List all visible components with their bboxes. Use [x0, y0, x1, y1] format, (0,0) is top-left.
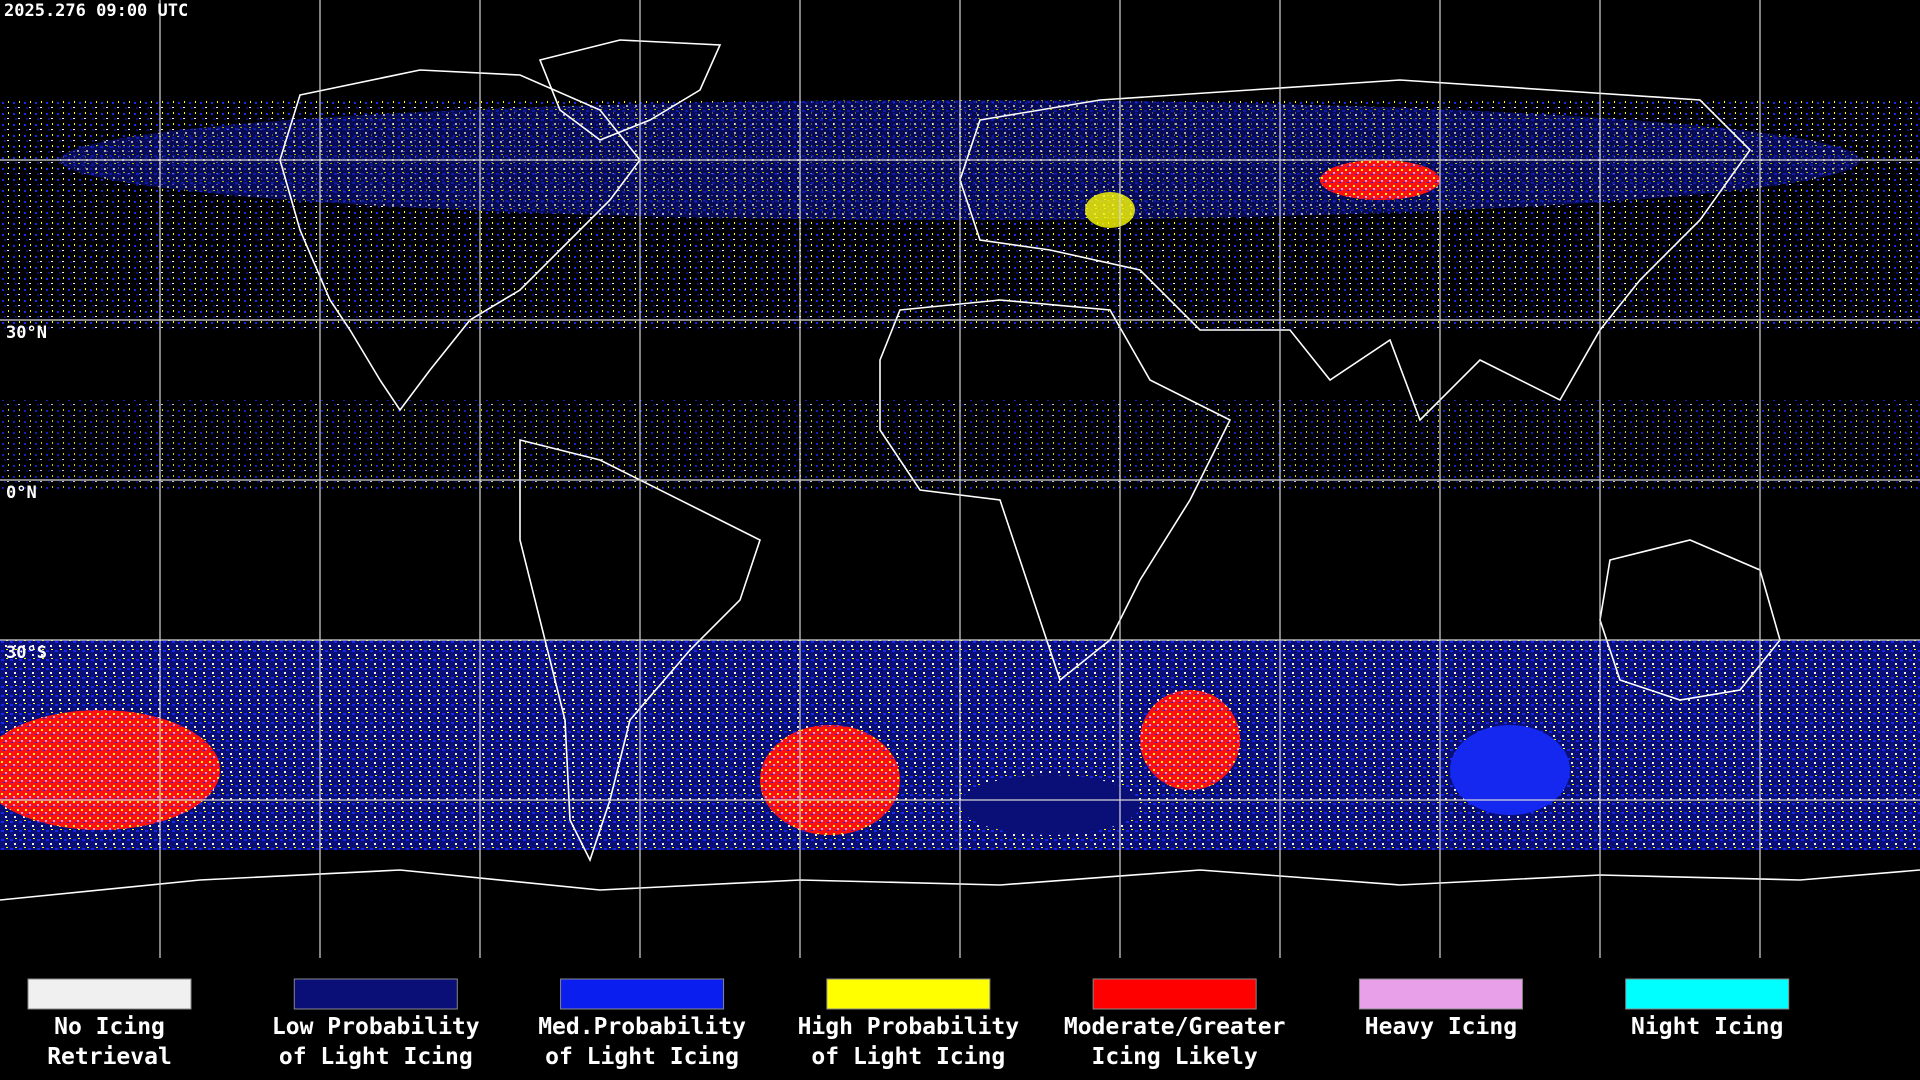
legend-label: Moderate/Greater — [1064, 1014, 1286, 1040]
graticule — [0, 0, 1920, 958]
legend-swatch — [293, 978, 458, 1010]
legend-swatch — [1625, 978, 1790, 1010]
legend-label: No Icing — [54, 1014, 165, 1040]
indian-ocean-icing — [1140, 690, 1240, 790]
legend-swatch — [1092, 978, 1257, 1010]
eurasia — [959, 79, 1752, 422]
latitude-label: 30°N — [6, 323, 47, 343]
legend-label: of Light Icing — [279, 1044, 473, 1070]
legend-panel — [0, 958, 1920, 1080]
antarctica — [0, 869, 1920, 901]
legend-swatch — [1358, 978, 1523, 1010]
legend-label: of Light Icing — [545, 1044, 739, 1070]
legend-swatch — [27, 978, 192, 1010]
legend-label: Icing Likely — [1092, 1044, 1258, 1070]
south-atlantic-icing — [760, 725, 900, 835]
asia-icing — [1320, 160, 1440, 200]
latitude-label: 0°N — [6, 483, 37, 503]
legend-label: of Light Icing — [811, 1044, 1005, 1070]
south-america — [519, 438, 761, 863]
legend-label: Heavy Icing — [1365, 1014, 1517, 1040]
med-prob-area — [1450, 725, 1570, 815]
europe-icing — [1085, 192, 1135, 228]
legend: No Icing Retrieval Low Probability of Light… — [27, 978, 1790, 1070]
legend-label: Low Probability — [272, 1014, 480, 1040]
legend-label: High Probability — [798, 1014, 1020, 1040]
legend-swatch — [560, 978, 725, 1010]
low-prob-area — [960, 775, 1140, 835]
africa — [879, 299, 1232, 682]
latitude-label: 30°S — [6, 643, 47, 663]
timestamp: 2025.276 09:00 UTC — [4, 1, 188, 21]
legend-label: Med.Probability — [538, 1014, 746, 1040]
legend-label: Retrieval — [47, 1044, 172, 1070]
latitude-labels: 30°N 0°N 30°S — [6, 323, 47, 663]
greenland — [538, 39, 722, 141]
legend-label: Night Icing — [1631, 1014, 1783, 1040]
legend-swatch — [826, 978, 991, 1010]
